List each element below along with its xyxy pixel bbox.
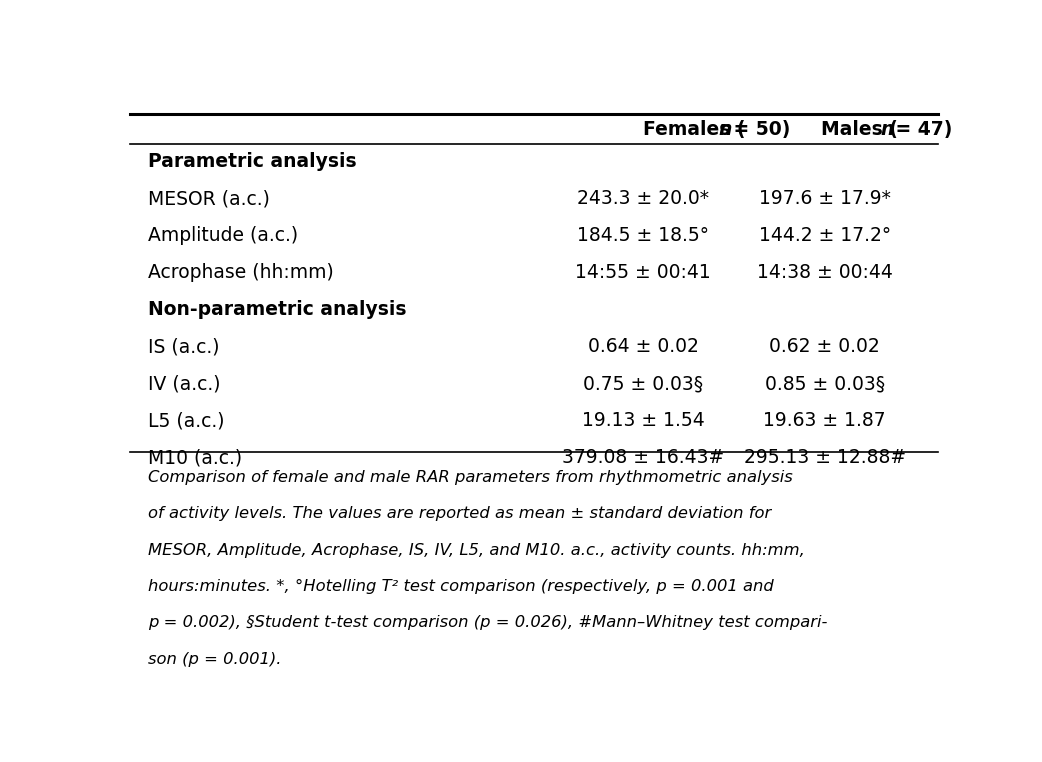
Text: Amplitude (a.c.): Amplitude (a.c.): [148, 226, 298, 245]
Text: Males (: Males (: [821, 120, 897, 139]
Text: 0.62 ± 0.02: 0.62 ± 0.02: [769, 338, 880, 357]
Text: 184.5 ± 18.5°: 184.5 ± 18.5°: [577, 226, 709, 245]
Text: 197.6 ± 17.9*: 197.6 ± 17.9*: [759, 189, 891, 208]
Text: 19.13 ± 1.54: 19.13 ± 1.54: [581, 411, 704, 431]
Text: M10 (a.c.): M10 (a.c.): [148, 448, 242, 467]
Text: IS (a.c.): IS (a.c.): [148, 338, 220, 357]
Text: = 50): = 50): [727, 120, 791, 139]
Text: IV (a.c.): IV (a.c.): [148, 374, 221, 393]
Text: hours:minutes. *, °Hotelling T² test comparison (respectively, p = 0.001 and: hours:minutes. *, °Hotelling T² test com…: [148, 579, 774, 594]
Text: 144.2 ± 17.2°: 144.2 ± 17.2°: [759, 226, 891, 245]
Text: Acrophase (hh:mm): Acrophase (hh:mm): [148, 263, 333, 282]
Text: Comparison of female and male RAR parameters from rhythmometric analysis: Comparison of female and male RAR parame…: [148, 470, 793, 485]
Text: n: n: [880, 120, 894, 139]
Text: 0.75 ± 0.03§: 0.75 ± 0.03§: [582, 374, 703, 393]
Text: n: n: [718, 120, 731, 139]
Text: 14:55 ± 00:41: 14:55 ± 00:41: [575, 263, 711, 282]
Text: of activity levels. The values are reported as mean ± standard deviation for: of activity levels. The values are repor…: [148, 506, 771, 521]
Text: 379.08 ± 16.43#: 379.08 ± 16.43#: [562, 448, 724, 467]
Text: 0.85 ± 0.03§: 0.85 ± 0.03§: [765, 374, 885, 393]
Text: p = 0.002), §Student t-test comparison (p = 0.026), #Mann–Whitney test compari-: p = 0.002), §Student t-test comparison (…: [148, 616, 827, 630]
Text: 14:38 ± 00:44: 14:38 ± 00:44: [756, 263, 893, 282]
Text: Parametric analysis: Parametric analysis: [148, 152, 356, 171]
Text: 19.63 ± 1.87: 19.63 ± 1.87: [764, 411, 886, 431]
Text: son (p = 0.001).: son (p = 0.001).: [148, 652, 281, 667]
Text: 295.13 ± 12.88#: 295.13 ± 12.88#: [744, 448, 905, 467]
Text: MESOR, Amplitude, Acrophase, IS, IV, L5, and M10. a.c., activity counts. hh:mm,: MESOR, Amplitude, Acrophase, IS, IV, L5,…: [148, 543, 804, 558]
Text: L5 (a.c.): L5 (a.c.): [148, 411, 224, 431]
Text: MESOR (a.c.): MESOR (a.c.): [148, 189, 270, 208]
Text: 0.64 ± 0.02: 0.64 ± 0.02: [588, 338, 698, 357]
Text: = 47): = 47): [889, 120, 952, 139]
Text: 243.3 ± 20.0*: 243.3 ± 20.0*: [577, 189, 709, 208]
Text: Females (: Females (: [643, 120, 745, 139]
Text: Non-parametric analysis: Non-parametric analysis: [148, 300, 406, 319]
